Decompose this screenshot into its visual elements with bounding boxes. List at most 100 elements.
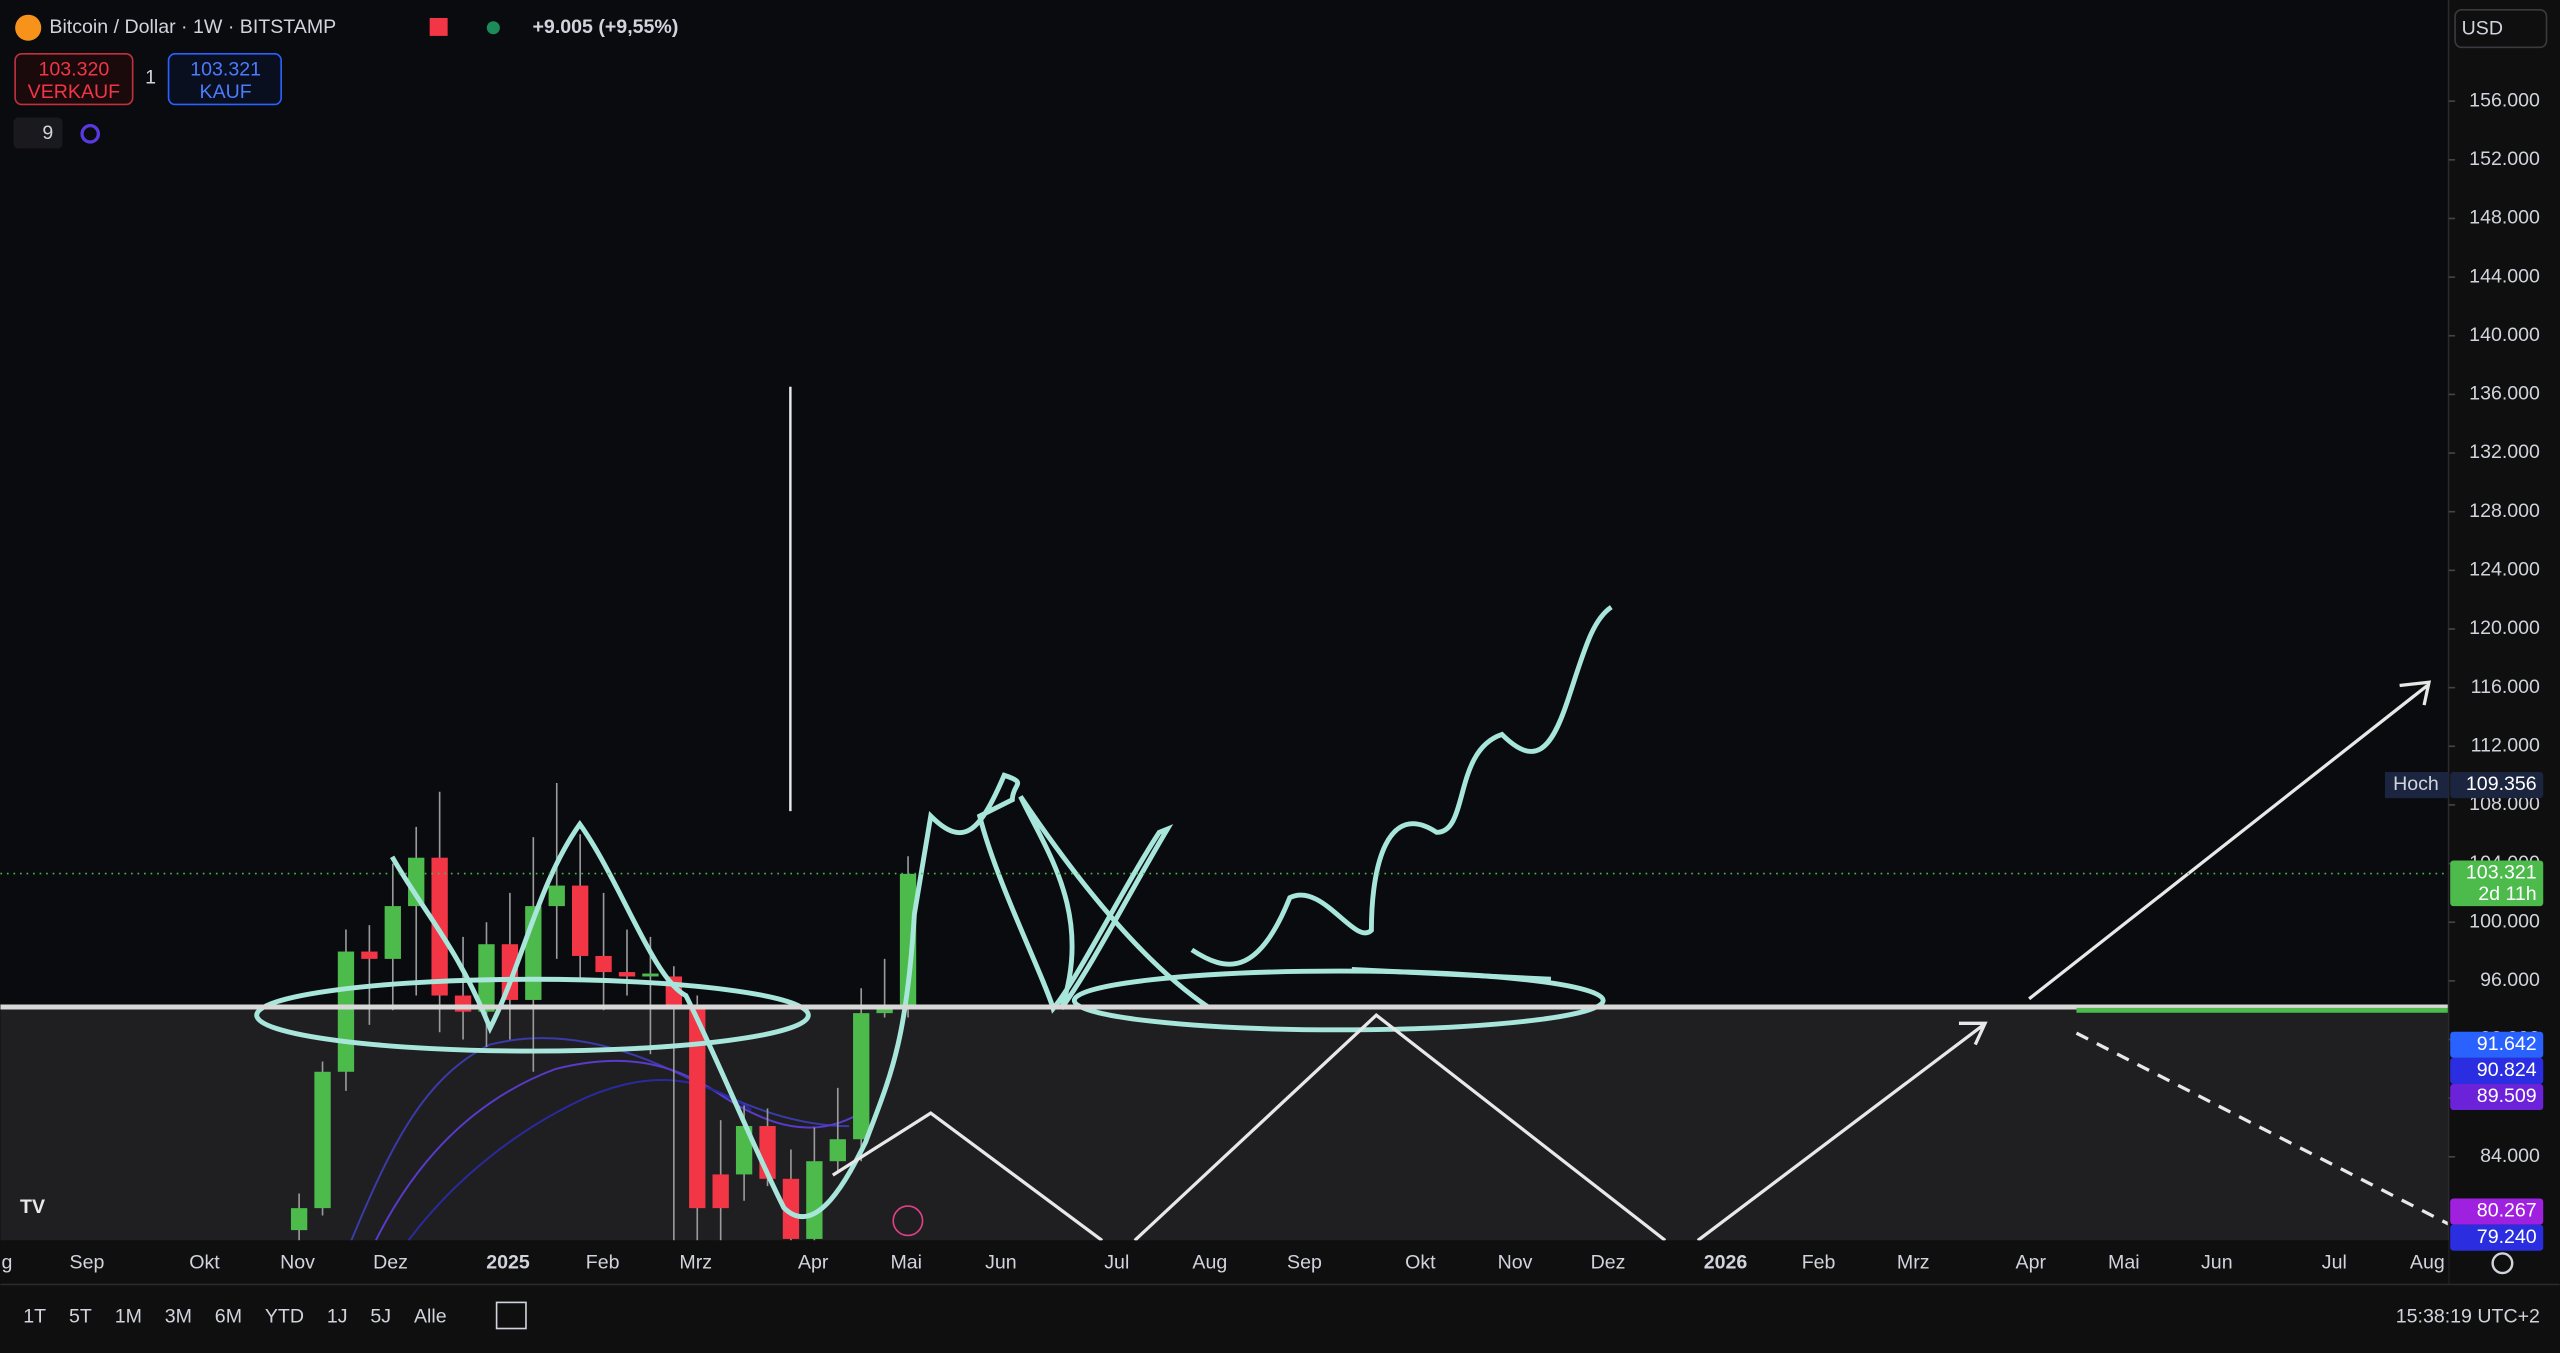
y-tick-label: 100.000 [2469,910,2540,932]
y-tick-label: 116.000 [2471,676,2540,698]
range-button[interactable]: 1T [23,1305,46,1327]
y-tick-label: 152.000 [2469,148,2540,170]
sell-button[interactable] [14,53,134,106]
range-button[interactable]: 3M [165,1305,192,1327]
date-range[interactable] [495,1301,527,1330]
range-button[interactable]: 1J [327,1305,348,1327]
x-tick-label: Mrz [679,1251,712,1273]
coin-icon [15,14,42,41]
price-tag-bg [2384,771,2449,799]
buy-label: KAUF [200,81,252,103]
candle-body [735,1126,753,1175]
price-tag: Hoch [2393,773,2439,795]
range-button[interactable]: YTD [265,1305,304,1327]
x-tick-label: Sep [70,1251,105,1273]
range-button[interactable]: 5T [69,1305,92,1327]
candle-body [361,951,378,959]
x-tick-label: 2026 [1704,1251,1748,1273]
candle-body [408,857,425,907]
price-label-bg [2450,771,2544,799]
price-label: 89.509 [2477,1085,2537,1107]
range-button[interactable]: 1M [115,1305,142,1327]
y-tick-label: 128.000 [2469,500,2540,522]
candle-body [314,1071,331,1209]
x-tick-label: Sep [1287,1251,1322,1273]
indicator-icon[interactable] [80,124,101,144]
range-button[interactable]: 5J [370,1305,391,1327]
sell-label: VERKAUF [28,81,121,103]
price-label: 80.267 [2477,1200,2537,1222]
spread: 1 [145,67,156,89]
candle-body [689,1007,706,1209]
y-tick-label: 124.000 [2469,559,2540,581]
time-axis [0,1240,2449,1285]
price-label: 91.642 [2477,1033,2537,1055]
candle-body [384,906,401,959]
buy-button[interactable] [167,53,282,106]
price-label-bg [2450,1224,2544,1251]
candle-body [290,1208,308,1231]
y-tick-label: 156.000 [2469,89,2540,111]
candle-body [853,1013,870,1140]
price-label: 103.321 [2466,862,2537,884]
price-label-sub: 2d 11h [2478,883,2536,905]
buy-price: 103.321 [190,58,261,80]
price-label-bg [2450,1198,2544,1225]
y-tick-label: 112.000 [2471,734,2540,756]
candle-body [782,1178,800,1239]
candle-body [899,873,917,1008]
plot [290,782,917,1241]
y-tick-label: 144.000 [2469,265,2540,287]
currency: USD [2462,18,2503,40]
indicator-toggle[interactable] [13,117,63,149]
candle-body [829,1139,846,1162]
x-tick-label: Feb [1802,1251,1836,1273]
x-tick-label: Feb [586,1251,620,1273]
price-label: 79.240 [2477,1226,2537,1248]
x-tick-label: 2025 [486,1251,530,1273]
x-tick-label: Jul [2322,1251,2347,1273]
x-tick-label: Apr [798,1251,829,1273]
candle-body [806,1161,823,1239]
x-tick-label: Okt [1405,1251,1436,1273]
logo: TV [20,1196,45,1218]
candle-body [618,972,636,977]
range-button[interactable]: 6M [215,1305,242,1327]
y-tick-label: 96.000 [2480,969,2540,991]
y-tick-label: 108.000 [2469,793,2540,815]
settings[interactable] [2491,1252,2514,1275]
clock: 15:38:19 UTC+2 [2396,1305,2540,1327]
x-tick-label: Nov [1498,1251,1533,1273]
x-tick-label: Jun [985,1251,1017,1273]
x-tick-label: Apr [2016,1251,2047,1273]
candle-body [431,857,448,996]
currency-select[interactable] [2454,8,2548,49]
candle-body [595,955,612,973]
x-tick-label: Jun [2201,1251,2233,1273]
indicator-count: 9 [42,122,53,144]
x-tick-label: Aug [1192,1251,1227,1273]
status-dot [486,21,500,35]
event-icon[interactable] [892,1205,924,1237]
flag[interactable] [429,17,448,36]
change: +9.005 (+9,55%) [533,16,679,38]
x-tick-label: Dez [373,1251,408,1273]
candle-body [712,1174,729,1209]
candle-body [642,973,659,977]
price-label-bg [2450,860,2544,907]
x-tick-label: Mai [890,1251,922,1273]
x-tick-label: Mai [2108,1251,2140,1273]
y-tick-label: 136.000 [2469,383,2540,405]
range-button[interactable]: Alle [414,1305,447,1327]
x-tick-label: Dez [1591,1251,1626,1273]
price-label-bg [2450,1031,2544,1058]
arrows [789,386,2450,1242]
x-tick-label: Okt [189,1251,220,1273]
y-tick-label: 132.000 [2469,441,2540,463]
y-tick-label: 120.000 [2469,617,2540,639]
x-tick-label: Aug [2410,1251,2445,1273]
price-label: 109.356 [2466,773,2537,795]
y-tick-label: 148.000 [2469,207,2540,229]
